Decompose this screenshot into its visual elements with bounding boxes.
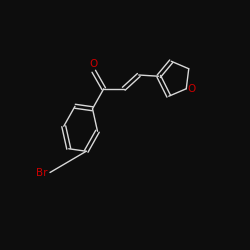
Text: O: O [90, 59, 98, 69]
Text: O: O [187, 84, 196, 94]
Text: Br: Br [36, 168, 48, 177]
